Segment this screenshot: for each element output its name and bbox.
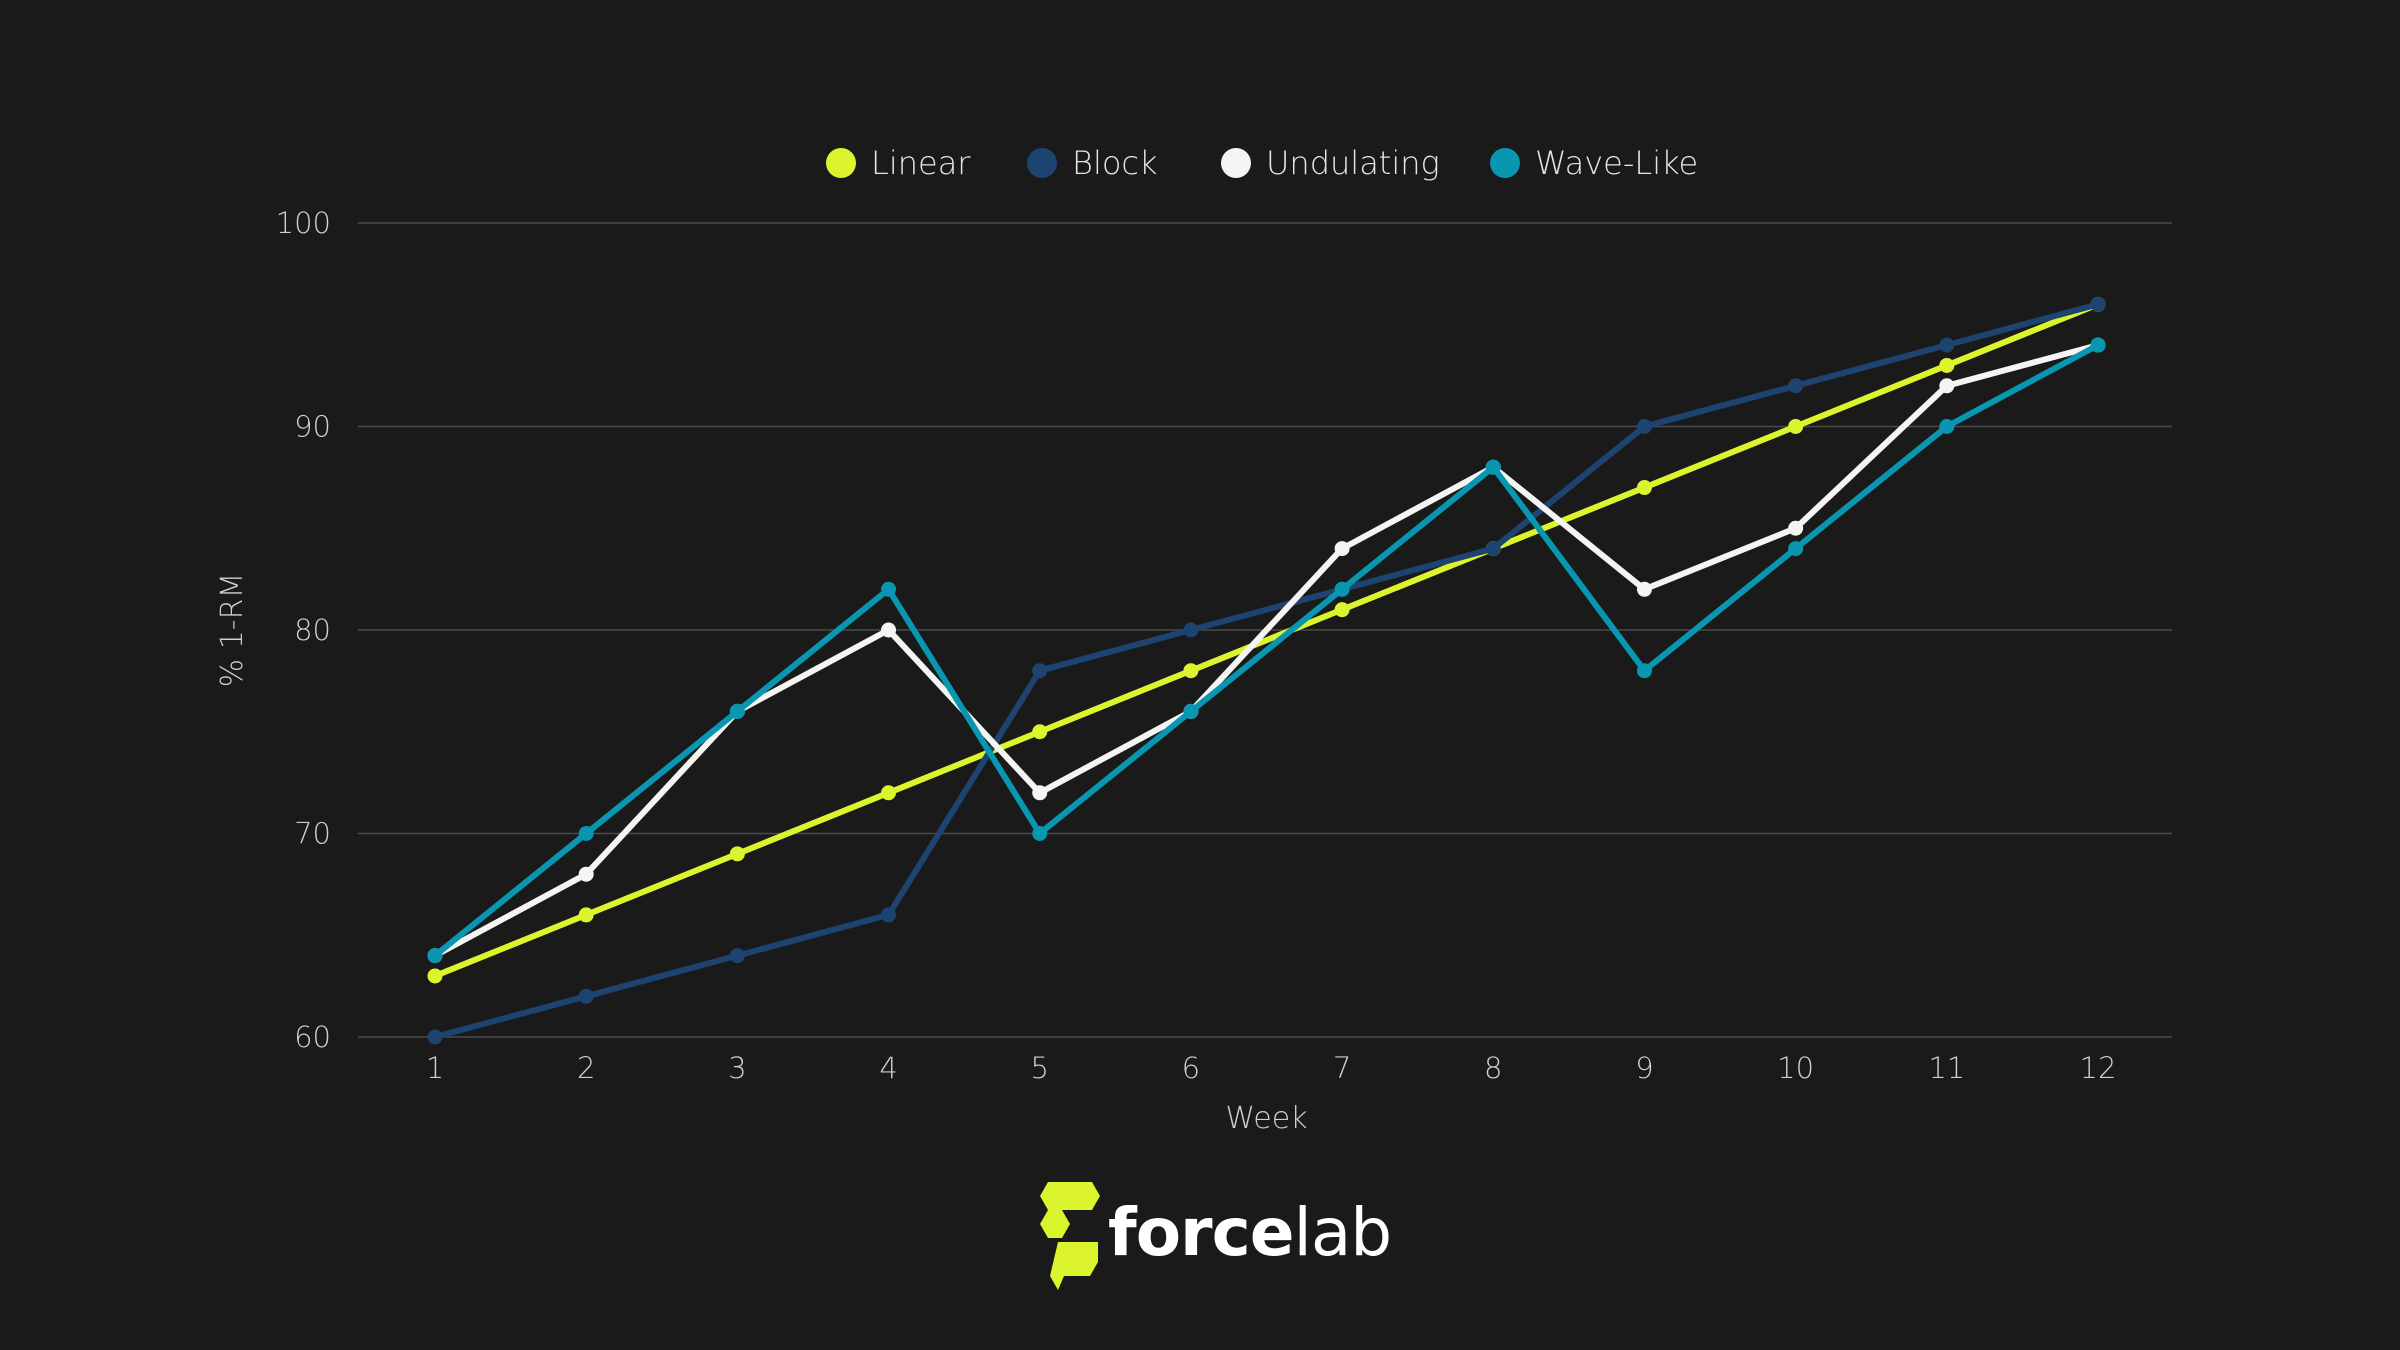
legend-label: Linear bbox=[871, 144, 971, 182]
data-point bbox=[1183, 622, 1199, 638]
legend-label: Undulating bbox=[1266, 144, 1440, 182]
x-axis-title: Week bbox=[1225, 1101, 1307, 1136]
series-linear bbox=[427, 296, 2106, 984]
x-tick-label: 2 bbox=[577, 1051, 595, 1085]
data-point bbox=[578, 826, 594, 841]
data-point bbox=[1334, 581, 1350, 597]
y-tick-label: 90 bbox=[294, 410, 331, 444]
data-point bbox=[1334, 602, 1350, 618]
data-point bbox=[1485, 459, 1501, 475]
data-point bbox=[1939, 378, 1955, 394]
x-tick-label: 12 bbox=[2080, 1051, 2117, 1085]
y-axis-ticks: 60 70 80 90 100 bbox=[276, 206, 331, 1054]
forcelab-mark-icon bbox=[1040, 1182, 1100, 1290]
series-wave-like bbox=[427, 337, 2106, 964]
data-point bbox=[1032, 826, 1048, 841]
data-point bbox=[1939, 419, 1955, 434]
y-tick-label: 60 bbox=[294, 1020, 331, 1054]
data-point bbox=[427, 948, 443, 964]
series-line bbox=[432, 301, 2101, 1040]
data-point bbox=[1183, 703, 1199, 719]
x-tick-label: 1 bbox=[426, 1051, 444, 1085]
data-point bbox=[578, 988, 594, 1004]
data-point bbox=[427, 968, 443, 984]
series-layer bbox=[427, 296, 2106, 1045]
data-point bbox=[2090, 296, 2106, 312]
data-point bbox=[1788, 419, 1804, 434]
data-point bbox=[1788, 541, 1804, 557]
data-point bbox=[1939, 357, 1955, 373]
legend-marker bbox=[826, 148, 856, 178]
data-point bbox=[881, 622, 897, 638]
data-point bbox=[1636, 480, 1652, 496]
series-line bbox=[432, 301, 2101, 979]
logo-wordmark-bold: force bbox=[1108, 1194, 1294, 1271]
data-point bbox=[1636, 663, 1652, 679]
logo-wordmark: forcelab bbox=[1108, 1194, 1391, 1271]
x-tick-label: 11 bbox=[1928, 1051, 1965, 1085]
legend-item-wave-like[interactable]: Wave-Like bbox=[1490, 144, 1698, 182]
x-tick-label: 5 bbox=[1031, 1051, 1049, 1085]
legend-label: Wave-Like bbox=[1535, 144, 1698, 182]
x-tick-label: 9 bbox=[1635, 1051, 1653, 1085]
data-point bbox=[578, 907, 594, 923]
legend-item-block[interactable]: Block bbox=[1027, 144, 1158, 182]
series-block bbox=[427, 296, 2106, 1045]
x-tick-label: 7 bbox=[1333, 1051, 1351, 1085]
legend-item-linear[interactable]: Linear bbox=[826, 144, 971, 182]
x-axis-ticks: 1 2 3 4 5 6 7 8 9 10 11 12 bbox=[426, 1051, 2117, 1085]
data-point bbox=[1636, 419, 1652, 434]
data-point bbox=[1939, 337, 1955, 353]
legend-label: Block bbox=[1072, 144, 1158, 182]
legend-marker bbox=[1221, 148, 1251, 178]
data-point bbox=[1788, 520, 1804, 536]
y-tick-label: 100 bbox=[276, 206, 331, 240]
data-point bbox=[1485, 541, 1501, 557]
data-point bbox=[1032, 785, 1048, 801]
legend-marker bbox=[1027, 148, 1057, 178]
data-point bbox=[1032, 663, 1048, 679]
legend: Linear Block Undulating Wave-Like bbox=[826, 144, 1698, 182]
data-point bbox=[578, 866, 594, 882]
logo-wordmark-light: lab bbox=[1294, 1194, 1392, 1271]
x-tick-label: 6 bbox=[1182, 1051, 1200, 1085]
legend-marker bbox=[1490, 148, 1520, 178]
data-point bbox=[729, 846, 745, 862]
forcelab-logo: forcelab bbox=[1040, 1182, 1392, 1290]
y-tick-label: 70 bbox=[294, 817, 331, 851]
series-line bbox=[432, 342, 2101, 959]
y-axis-title: % 1-RM bbox=[215, 573, 250, 688]
x-tick-label: 8 bbox=[1484, 1051, 1502, 1085]
data-point bbox=[1032, 724, 1048, 740]
data-point bbox=[881, 907, 897, 923]
data-point bbox=[729, 703, 745, 719]
legend-item-undulating[interactable]: Undulating bbox=[1221, 144, 1440, 182]
data-point bbox=[1334, 541, 1350, 557]
data-point bbox=[427, 1029, 443, 1045]
data-point bbox=[1788, 378, 1804, 394]
x-tick-label: 10 bbox=[1777, 1051, 1814, 1085]
x-tick-label: 4 bbox=[879, 1051, 897, 1085]
data-point bbox=[2090, 337, 2106, 353]
data-point bbox=[881, 785, 897, 801]
data-point bbox=[881, 581, 897, 597]
series-line bbox=[432, 342, 2101, 959]
data-point bbox=[1636, 581, 1652, 597]
x-tick-label: 3 bbox=[728, 1051, 746, 1085]
data-point bbox=[1183, 663, 1199, 679]
data-point bbox=[729, 948, 745, 964]
y-tick-label: 80 bbox=[294, 613, 331, 647]
